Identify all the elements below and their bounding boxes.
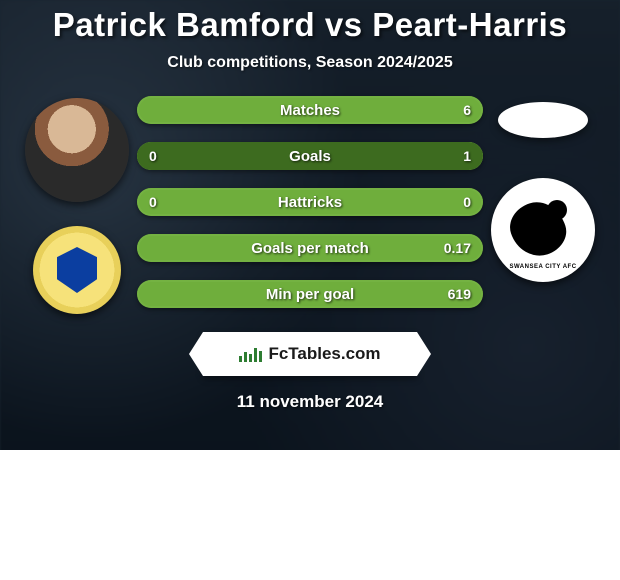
right-player-photo [498,102,588,138]
stat-row: 0 Goals 1 [137,142,483,170]
right-player-column: SWANSEA CITY AFC [483,94,603,282]
stat-label: Hattricks [278,194,342,211]
right-club-badge-text: SWANSEA CITY AFC [509,264,576,270]
stats-bars: Matches 6 0 Goals 1 0 Hattricks 0 Goals per matc… [137,96,483,308]
stat-value-right: 0 [463,194,471,210]
stat-value-right: 0.17 [444,240,471,256]
stat-row: Min per goal 619 [137,280,483,308]
stat-value-right: 6 [463,102,471,118]
subtitle: Club competitions, Season 2024/2025 [167,54,452,72]
stat-row: Matches 6 [137,96,483,124]
brand-chart-icon [239,346,262,362]
stat-value-left: 0 [149,194,157,210]
stat-value-right: 1 [463,148,471,164]
stat-label: Goals per match [251,240,369,257]
brand-text: FcTables.com [268,344,380,364]
bottom-whitespace [0,450,620,580]
left-player-column [17,94,137,314]
stat-row: 0 Hattricks 0 [137,188,483,216]
left-player-photo [25,98,129,202]
left-club-badge [33,226,121,314]
stat-value-left: 0 [149,148,157,164]
stat-label: Min per goal [266,286,354,303]
comparison-card: Patrick Bamford vs Peart-Harris Club com… [0,0,620,450]
stat-value-right: 619 [448,286,471,302]
stat-label: Matches [280,102,340,119]
stat-label: Goals [289,148,331,165]
date-text: 11 november 2024 [237,392,383,412]
stat-row: Goals per match 0.17 [137,234,483,262]
comparison-body: Matches 6 0 Goals 1 0 Hattricks 0 Goals per matc… [0,94,620,314]
page-title: Patrick Bamford vs Peart-Harris [53,6,567,44]
right-club-badge: SWANSEA CITY AFC [491,178,595,282]
brand-badge: FcTables.com [203,332,417,376]
